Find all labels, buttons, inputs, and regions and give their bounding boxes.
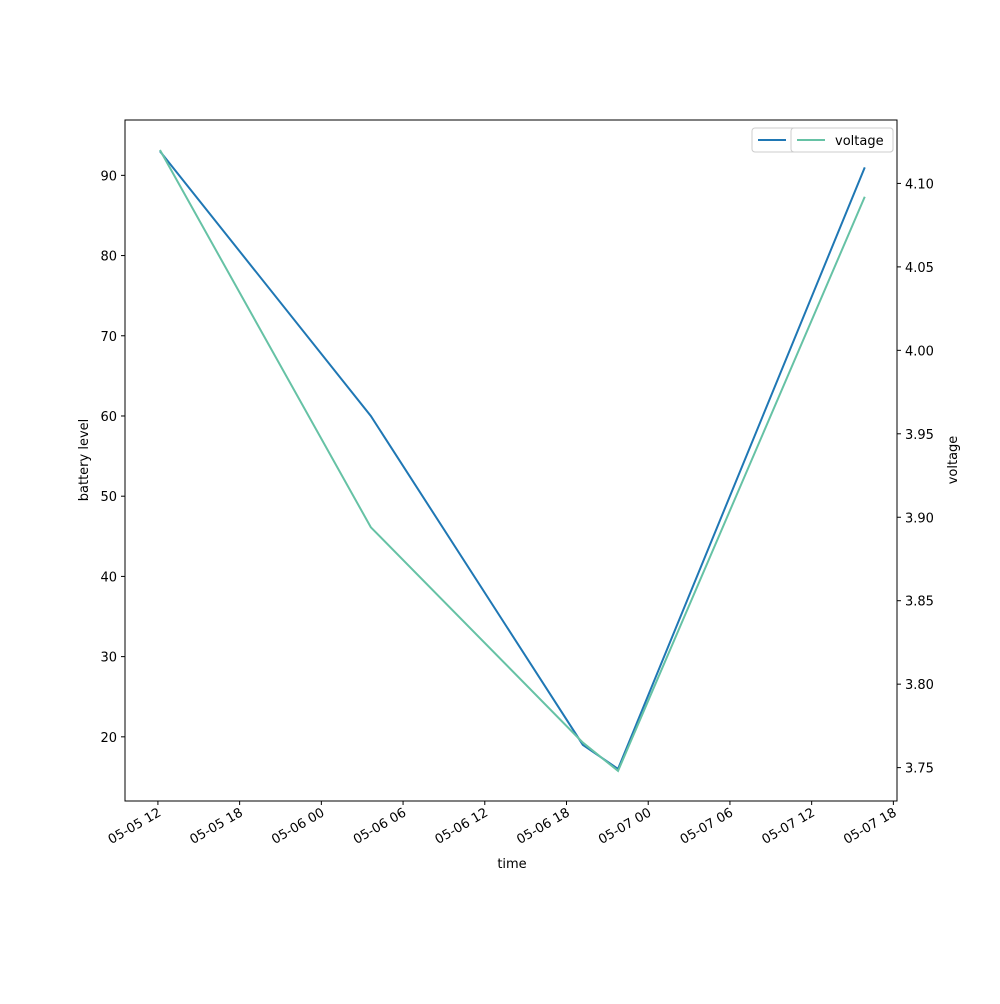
y2-tick-label: 3.75 (905, 762, 934, 777)
y2-tick-label: 3.90 (905, 511, 934, 526)
legend-box (790, 127, 894, 153)
y-axis-label: battery level (77, 419, 92, 502)
y2-tick-label: 3.95 (905, 428, 934, 443)
series-line (159, 150, 866, 771)
series-line (159, 149, 866, 773)
y2-axis-label: voltage (946, 436, 961, 485)
x-tick-label: 05-06 12 (433, 805, 491, 847)
x-tick-label: 05-07 12 (760, 805, 818, 847)
y2-tick-label: 3.80 (905, 678, 934, 693)
x-tick-label: 05-05 12 (106, 805, 164, 847)
x-tick-label: 05-07 00 (596, 805, 654, 847)
y-tick-label: 60 (100, 410, 117, 425)
y-tick-label: 90 (100, 169, 117, 184)
y-tick-label: 50 (100, 490, 117, 505)
y2-tick-label: 4.10 (905, 177, 934, 192)
y2-tick-label: 3.85 (905, 595, 934, 610)
x-tick-label: 05-06 00 (269, 805, 327, 847)
x-axis-label: time (497, 857, 526, 872)
plot-frame (124, 119, 898, 802)
x-tick-label: 05-07 06 (678, 805, 736, 847)
x-tick-label: 05-05 18 (188, 805, 246, 847)
x-tick-label: 05-07 18 (841, 805, 899, 847)
y-tick-label: 40 (100, 570, 117, 585)
x-tick-label: 05-06 18 (514, 805, 572, 847)
y2-tick-label: 4.05 (905, 261, 934, 276)
y-tick-label: 20 (100, 731, 117, 746)
y-tick-label: 70 (100, 330, 117, 345)
y-tick-label: 80 (100, 250, 117, 265)
x-tick-label: 05-06 06 (351, 805, 409, 847)
y2-tick-label: 4.00 (905, 344, 934, 359)
y-tick-label: 30 (100, 651, 117, 666)
legend-label: voltage (835, 134, 884, 149)
